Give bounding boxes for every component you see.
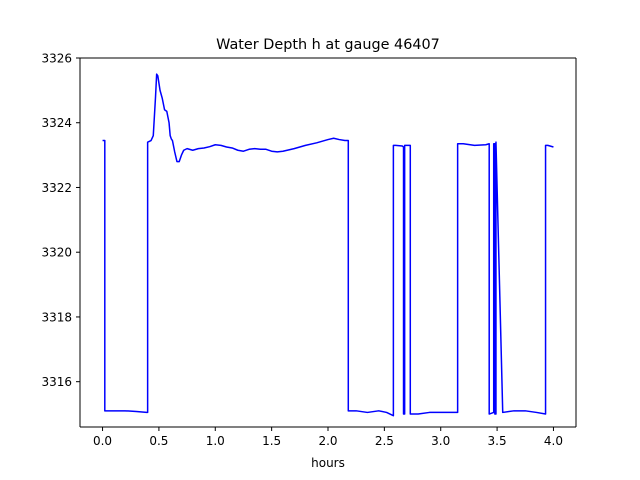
x-tick-label: 1.0 [206,434,225,448]
x-tick-label: 1.5 [262,434,281,448]
y-tick-label: 3324 [41,116,72,130]
x-tick-label: 0.0 [93,434,112,448]
series-line-0 [102,73,554,417]
x-tick-label: 3.0 [431,434,450,448]
x-tick-label: 3.5 [488,434,507,448]
chart-title: Water Depth h at gauge 46407 [216,37,440,53]
series-layer [102,73,554,417]
y-axis-ticks: 3316 3318 3320 3322 3324 3326 [41,52,80,389]
y-tick-label: 3316 [41,375,72,389]
y-tick-label: 3326 [41,52,72,66]
y-tick-label: 3318 [41,310,72,324]
x-axis-title: hours [311,456,345,470]
x-tick-label: 2.5 [375,434,394,448]
x-axis-ticks: 0.0 0.5 1.0 1.5 2.0 2.5 3.0 3.5 4.0 [93,427,563,448]
x-tick-label: 0.5 [149,434,168,448]
x-tick-label: 4.0 [544,434,563,448]
x-tick-label: 2.0 [318,434,337,448]
y-tick-label: 3322 [41,181,72,195]
y-tick-label: 3320 [41,246,72,260]
